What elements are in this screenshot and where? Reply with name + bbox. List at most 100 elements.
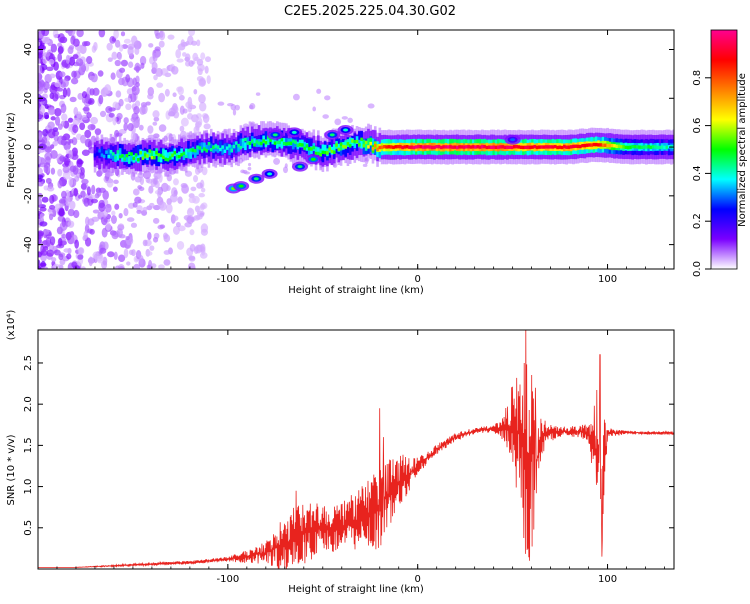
noise-speckle xyxy=(118,254,126,262)
ridge-cell xyxy=(209,148,213,152)
noise-speckle xyxy=(39,221,48,227)
noise-speckle xyxy=(194,56,200,62)
ridge-cell xyxy=(519,145,523,150)
ridge-cell xyxy=(430,145,434,150)
ridge-cell xyxy=(307,138,311,155)
noise-speckle xyxy=(158,92,166,103)
noise-speckle xyxy=(173,215,179,221)
noise-speckle xyxy=(134,196,142,204)
noise-speckle xyxy=(172,92,177,98)
noise-speckle xyxy=(58,208,65,217)
noise-speckle xyxy=(38,167,43,176)
noise-speckle xyxy=(111,51,118,60)
ridge-cell xyxy=(180,153,183,157)
ridge-cell xyxy=(483,144,486,149)
ridge-cell xyxy=(399,144,402,149)
noise-speckle xyxy=(187,207,193,213)
ridge-cell xyxy=(563,144,566,149)
ridge-cell xyxy=(367,138,370,147)
ridge-cell xyxy=(458,145,461,149)
ridge-cell xyxy=(232,144,236,149)
ridge-cell xyxy=(424,145,427,149)
noise-speckle xyxy=(44,146,52,153)
noise-speckle xyxy=(77,159,84,165)
ridge-cell xyxy=(230,148,234,153)
noise-speckle xyxy=(70,35,76,45)
noise-speckle xyxy=(206,75,211,85)
spectrogram-xlabel: Height of straight line (km) xyxy=(288,285,424,296)
snr-panel: -100 0 100 0.5 1.0 1.5 2.0 2.5 Height of straig… xyxy=(6,310,675,595)
ridge-cell xyxy=(606,144,609,148)
branch-core xyxy=(267,172,273,176)
ridge-cell xyxy=(150,155,154,160)
noise-speckle xyxy=(58,253,64,261)
ridge-cell xyxy=(337,147,341,152)
ridge-cell xyxy=(107,148,111,157)
ridge-cell xyxy=(260,141,263,146)
noise-speckle xyxy=(59,155,66,162)
noise-speckle xyxy=(203,123,211,130)
spectrogram-axes: -100 0 100 -40 -20 0 20 40 xyxy=(23,30,674,285)
noise-speckle xyxy=(130,131,136,142)
noise-speckle xyxy=(186,215,195,225)
noise-speckle xyxy=(98,202,106,212)
noise-speckle xyxy=(57,237,63,247)
ridge-cell xyxy=(200,149,204,153)
ridge-cell xyxy=(508,145,511,149)
ridge-cell xyxy=(189,151,193,159)
noise-speckle xyxy=(59,71,66,78)
noise-speckle xyxy=(130,117,136,122)
noise-speckle xyxy=(167,34,175,40)
ridge-cell xyxy=(219,147,222,152)
noise-speckle xyxy=(100,209,109,218)
ridge-cell xyxy=(615,144,619,149)
branch-core xyxy=(329,133,335,137)
noise-speckle xyxy=(282,166,289,174)
ridge-cell xyxy=(196,146,199,155)
noise-speckle xyxy=(138,124,144,131)
colorbar-tick-label: 0.6 xyxy=(692,118,703,134)
ridge-cell xyxy=(237,143,240,148)
noise-speckle xyxy=(68,149,73,160)
ridge-cell xyxy=(604,143,607,147)
ridge-cell xyxy=(567,145,571,149)
ridge-cell xyxy=(262,139,265,143)
noise-speckle xyxy=(80,266,86,269)
noise-speckle xyxy=(73,209,80,219)
noise-speckle xyxy=(151,61,158,71)
noise-speckle xyxy=(38,149,44,154)
colorbar-label: Normalized spectral amplitude xyxy=(737,73,748,227)
noise-speckle xyxy=(119,67,126,73)
ridge-cell xyxy=(540,145,543,149)
ridge-cell xyxy=(503,145,507,150)
ridge-cell xyxy=(98,150,101,159)
snr-ylabel: SNR (10 * v/v) xyxy=(6,434,17,505)
noise-speckle xyxy=(138,255,144,265)
ridge-cell xyxy=(348,144,352,148)
ridge-cell xyxy=(193,149,197,153)
ridge-cell xyxy=(451,145,455,149)
ridge-cell xyxy=(642,145,646,149)
noise-speckle xyxy=(152,236,159,243)
ridge-cell xyxy=(335,143,338,147)
ridge-cell xyxy=(581,143,584,148)
noise-speckle xyxy=(41,30,50,37)
ridge-cell xyxy=(526,145,530,149)
ridge-cell xyxy=(276,140,279,145)
noise-speckle xyxy=(163,259,171,266)
ridge-cell xyxy=(433,145,436,150)
colorbar-tick-label: 0.0 xyxy=(692,261,703,277)
ridge-cell xyxy=(647,145,650,149)
noise-speckle xyxy=(111,210,116,216)
ridge-cell xyxy=(141,156,145,160)
noise-speckle xyxy=(139,55,147,66)
noise-speckle xyxy=(152,110,160,119)
noise-speckle xyxy=(40,45,46,50)
noise-speckle xyxy=(84,129,92,139)
noise-speckle xyxy=(112,101,119,110)
noise-speckle xyxy=(69,200,76,210)
ridge-cell xyxy=(216,145,220,150)
noise-speckle xyxy=(92,251,100,260)
noise-speckle xyxy=(182,108,188,114)
ridge-cell xyxy=(168,156,172,160)
